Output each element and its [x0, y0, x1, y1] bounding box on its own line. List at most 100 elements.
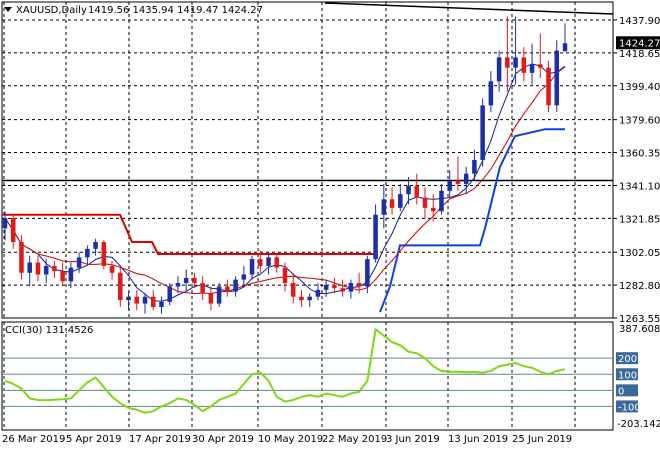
candle-body: [241, 274, 247, 280]
candle-body: [118, 272, 123, 301]
candle-body: [290, 283, 296, 297]
candle-body: [27, 262, 32, 273]
candle-body: [249, 259, 255, 275]
candle-body: [348, 283, 354, 292]
candle-body: [109, 265, 115, 273]
current-price-box: [616, 36, 660, 50]
candle-body: [10, 218, 16, 243]
candle-body: [323, 284, 329, 290]
cci-level-box: [616, 368, 638, 381]
cci-line: [4, 327, 566, 414]
x-tick-label: 26 Mar 2019: [2, 434, 65, 445]
candle-body: [496, 57, 502, 82]
dropdown-triangle-icon[interactable]: [4, 7, 12, 12]
candle-body: [480, 105, 485, 160]
candle-body: [233, 279, 238, 292]
candle-body: [439, 190, 444, 212]
y-tick-label: 1263.55: [619, 314, 660, 325]
symbol-label: XAUUSD,Daily: [16, 5, 87, 16]
candle-body: [315, 289, 321, 297]
candle-body: [43, 265, 49, 275]
candle-body: [389, 199, 395, 208]
candle-body: [2, 218, 8, 229]
candle-body: [488, 81, 494, 106]
candle-body: [332, 284, 337, 289]
cci-level-label: -100: [618, 402, 641, 413]
candle-body: [150, 296, 156, 307]
cci-level-box: [616, 400, 638, 413]
candle-body: [216, 286, 222, 304]
candle-body: [93, 242, 98, 249]
cci-level-label: 100: [618, 370, 637, 381]
cci-label: CCI(30) 131.4526: [5, 325, 93, 336]
x-tick-label: 22 May 2019: [322, 434, 387, 445]
x-tick-label: 3 Jun 2019: [386, 434, 440, 445]
candle-body: [134, 296, 140, 304]
x-tick-label: 13 Jun 2019: [448, 434, 508, 445]
y-tick-label: 1302.05: [619, 248, 660, 259]
candle-body: [472, 159, 477, 174]
candle-body: [356, 283, 362, 287]
candle-body: [340, 288, 345, 292]
candle-body: [554, 50, 560, 106]
candle-body: [274, 257, 280, 268]
x-tick-label: 30 Apr 2019: [192, 434, 254, 445]
y-tick-label: 1282.80: [619, 281, 660, 292]
cci-level-label: 200: [618, 354, 637, 365]
candle-body: [562, 43, 568, 52]
y-tick-label: 1360.35: [619, 149, 660, 160]
candle-body: [200, 283, 205, 294]
y-tick-label: 1321.85: [619, 214, 660, 225]
cci-min-label: -203.1423: [617, 419, 660, 430]
candle-body: [142, 296, 148, 304]
candle-body: [192, 277, 197, 284]
candle-body: [414, 185, 420, 198]
candle-body: [85, 248, 90, 258]
candle-body: [529, 64, 535, 73]
candle-body: [35, 262, 41, 275]
candle-body: [406, 185, 411, 195]
cci-pane-border: [1, 321, 614, 431]
candle-body: [299, 296, 304, 301]
y-tick-label: 1379.60: [619, 116, 660, 127]
candle-body: [208, 293, 214, 304]
candle-body: [463, 173, 469, 184]
candle-body: [60, 271, 65, 282]
candle-body: [101, 242, 107, 266]
candle-body: [538, 64, 543, 68]
candle-body: [167, 286, 172, 302]
candle-body: [513, 57, 518, 68]
candle-body: [505, 57, 510, 68]
y-tick-label: 1399.40: [619, 82, 660, 93]
candle-body: [381, 199, 387, 215]
candle-body: [159, 301, 164, 307]
main-pane-border: [1, 1, 614, 319]
cci-level-box: [616, 384, 638, 397]
candle-body: [521, 57, 527, 73]
red-stop-line: [2, 213, 375, 255]
y-tick-label: 1418.65: [619, 49, 660, 60]
candle-layer: [2, 16, 568, 314]
candle-body: [430, 207, 436, 212]
cci-level-label: 0: [618, 386, 624, 397]
cci-layer: [2, 327, 613, 414]
candle-body: [365, 259, 370, 287]
candle-body: [68, 267, 74, 282]
candle-body: [183, 277, 189, 284]
x-tick-label: 25 Jun 2019: [512, 434, 572, 445]
candle-body: [266, 257, 271, 266]
candle-body: [455, 180, 461, 184]
candle-body: [282, 267, 288, 284]
candle-body: [19, 242, 24, 273]
x-tick-label: 5 Apr 2019: [66, 434, 121, 445]
ohlc-values: 1419.56 1435.94 1419.47 1424.27: [88, 5, 263, 16]
candle-body: [258, 259, 263, 266]
candle-body: [307, 296, 312, 301]
candle-body: [422, 197, 428, 208]
candle-body: [546, 67, 551, 106]
y-tick-label: 1437.90: [619, 16, 660, 27]
y-tick-label: 1341.10: [619, 181, 660, 192]
resistance-trendline: [324, 2, 614, 15]
